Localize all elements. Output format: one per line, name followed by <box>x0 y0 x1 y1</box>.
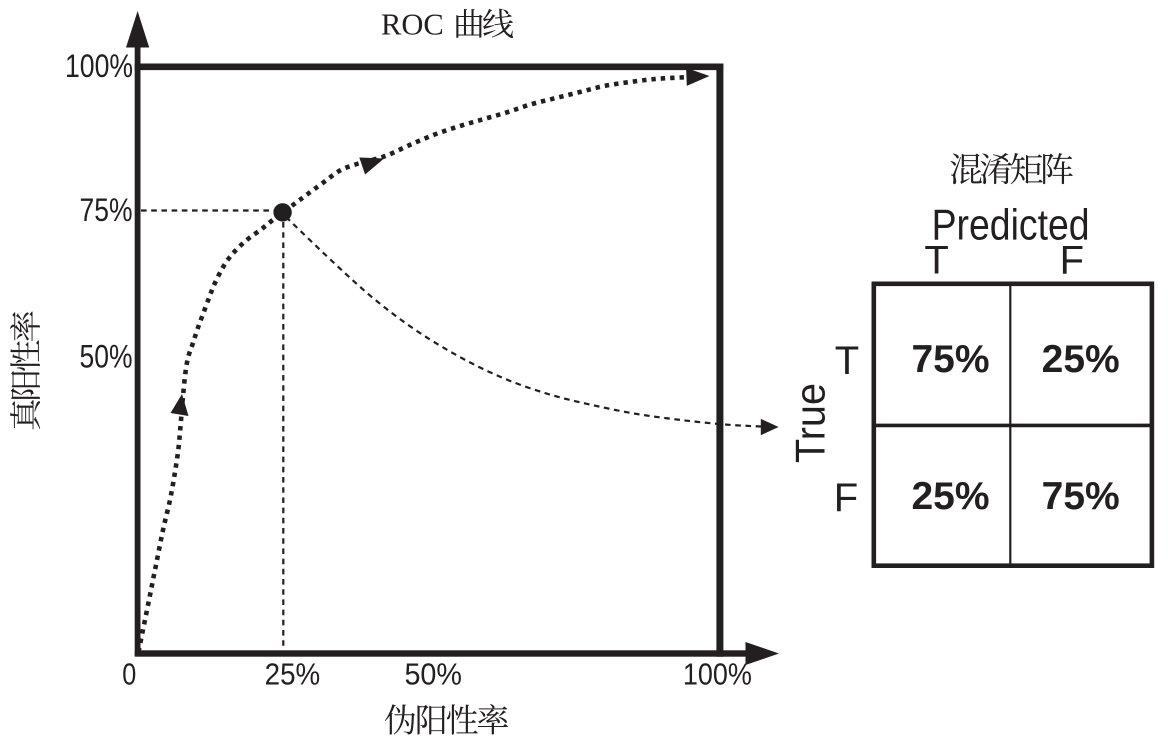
svg-text:75%: 75% <box>911 338 989 381</box>
svg-text:0: 0 <box>122 657 136 692</box>
svg-text:75%: 75% <box>1042 475 1120 518</box>
svg-text:F: F <box>834 476 858 520</box>
svg-text:25%: 25% <box>911 475 989 518</box>
svg-text:100%: 100% <box>683 657 752 692</box>
svg-text:ROC: ROC <box>381 8 444 42</box>
svg-text:25%: 25% <box>1042 338 1120 381</box>
svg-text:75%: 75% <box>80 192 133 228</box>
svg-text:Predicted: Predicted <box>932 202 1090 250</box>
svg-text:50%: 50% <box>80 339 133 375</box>
svg-text:T: T <box>924 239 948 283</box>
svg-text:F: F <box>1060 239 1084 283</box>
svg-text:100%: 100% <box>65 48 133 84</box>
svg-text:50%: 50% <box>404 657 462 692</box>
svg-text:25%: 25% <box>265 657 321 692</box>
svg-text:True: True <box>787 383 834 463</box>
svg-text:T: T <box>835 339 859 383</box>
